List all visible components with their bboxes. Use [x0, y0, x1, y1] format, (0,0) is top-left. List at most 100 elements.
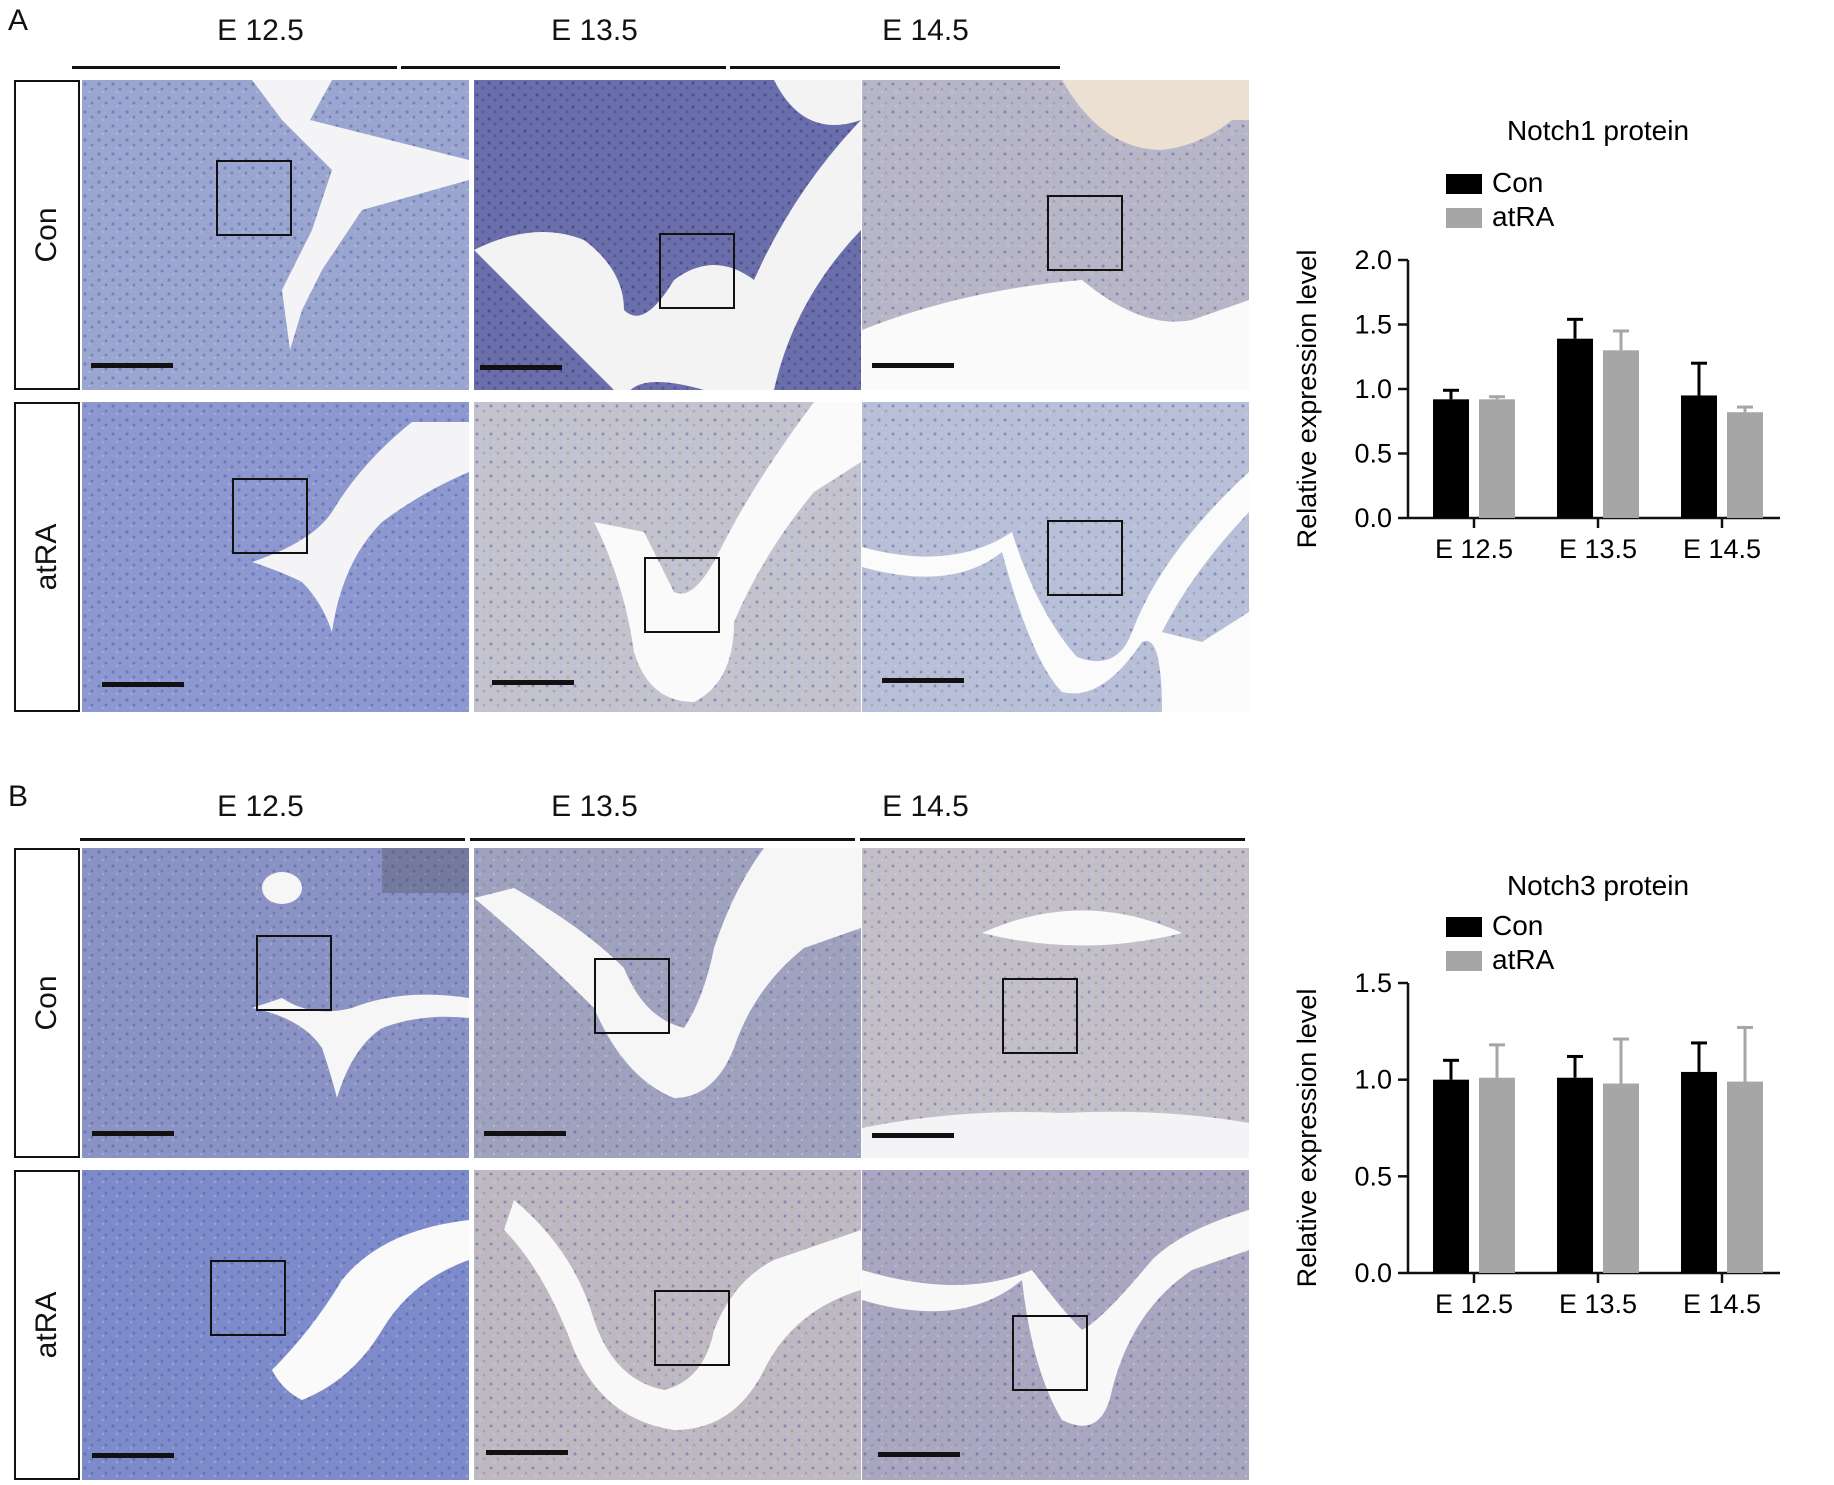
chart-notch1: Notch1 protein Con atRA 0.0 0.5 1.0 1.5 2.0 Rela…: [1270, 115, 1810, 660]
x-tick-label: E 14.5: [1683, 534, 1761, 564]
y-tick-label: 2.0: [1354, 245, 1392, 275]
legend-swatch: [1446, 917, 1482, 937]
legend-label: Con: [1492, 167, 1543, 198]
y-tick-label: 1.0: [1354, 374, 1392, 404]
scale-bar: [492, 680, 574, 685]
panel-letter-a: A: [8, 4, 29, 37]
row-label-box: atRA: [14, 1170, 80, 1480]
region-of-interest-box: [659, 233, 735, 309]
micrograph-b-con-e13-5: [474, 848, 861, 1158]
column-rule: [401, 66, 726, 69]
row-label-con: Con: [30, 207, 63, 263]
column-header-e14-5: E 14.5: [882, 14, 969, 47]
region-of-interest-box: [1047, 195, 1123, 271]
bar: [1603, 350, 1639, 518]
chart-title: Notch1 protein: [1507, 115, 1689, 146]
scale-bar: [486, 1450, 568, 1455]
micrograph-b-atra-e14-5: [862, 1170, 1249, 1480]
region-of-interest-box: [256, 935, 332, 1011]
scale-bar: [872, 363, 954, 368]
column-rule: [80, 838, 465, 841]
bar: [1433, 399, 1469, 518]
legend-label: Con: [1492, 910, 1543, 941]
region-of-interest-box: [1012, 1315, 1088, 1391]
panel-letter-b: B: [8, 780, 29, 813]
scale-bar: [91, 363, 173, 368]
scale-bar: [480, 365, 562, 370]
legend-swatch: [1446, 951, 1482, 971]
scale-bar: [882, 678, 964, 683]
row-label-con: Con: [30, 975, 63, 1031]
column-rule: [860, 838, 1245, 841]
x-tick-label: E 13.5: [1559, 1289, 1637, 1319]
chart-title: Notch3 protein: [1507, 870, 1689, 901]
column-header-e13-5: E 13.5: [551, 790, 638, 823]
micrograph-b-atra-e13-5: [474, 1170, 861, 1480]
bar: [1681, 395, 1717, 518]
micrograph-b-atra-e12-5: [82, 1170, 469, 1480]
legend-label: atRA: [1492, 944, 1555, 975]
row-label-box: atRA: [14, 402, 80, 712]
y-axis-label: Relative expression level: [1292, 989, 1322, 1288]
bar: [1479, 399, 1515, 518]
micrograph-a-atra-e13-5: [474, 402, 861, 712]
x-tick-label: E 12.5: [1435, 534, 1513, 564]
y-tick-label: 0.5: [1354, 1161, 1392, 1191]
scale-bar: [102, 682, 184, 687]
region-of-interest-box: [654, 1290, 730, 1366]
x-tick-label: E 13.5: [1559, 534, 1637, 564]
y-tick-label: 1.0: [1354, 1065, 1392, 1095]
column-header-e12-5: E 12.5: [217, 14, 304, 47]
row-label-atra: atRA: [30, 523, 63, 591]
legend-swatch: [1446, 174, 1482, 194]
micrograph-b-con-e14-5: [862, 848, 1249, 1158]
region-of-interest-box: [232, 478, 308, 554]
column-rule: [470, 838, 855, 841]
scale-bar: [484, 1131, 566, 1136]
micrograph-b-con-e12-5: [82, 848, 469, 1158]
legend-swatch: [1446, 208, 1482, 228]
chart-notch3: Notch3 protein Con atRA 0.0 0.5 1.0 1.5 Relativ…: [1270, 870, 1810, 1415]
column-rule: [72, 66, 397, 69]
scale-bar: [92, 1131, 174, 1136]
bar: [1727, 412, 1763, 518]
scale-bar: [92, 1453, 174, 1458]
column-header-e14-5: E 14.5: [882, 790, 969, 823]
y-tick-label: 0.5: [1354, 439, 1392, 469]
region-of-interest-box: [594, 958, 670, 1034]
micrograph-a-con-e13-5: [474, 80, 861, 390]
legend-label: atRA: [1492, 201, 1555, 232]
micrograph-a-con-e14-5: [862, 80, 1249, 390]
region-of-interest-box: [644, 557, 720, 633]
y-tick-label: 0.0: [1354, 1258, 1392, 1288]
x-tick-label: E 12.5: [1435, 1289, 1513, 1319]
column-header-e13-5: E 13.5: [551, 14, 638, 47]
bar: [1603, 1083, 1639, 1273]
y-tick-label: 1.5: [1354, 968, 1392, 998]
y-axis-label: Relative expression level: [1292, 250, 1322, 549]
column-header-e12-5: E 12.5: [217, 790, 304, 823]
scale-bar: [878, 1452, 960, 1457]
row-label-box: Con: [14, 80, 80, 390]
micrograph-a-atra-e14-5: [862, 402, 1249, 712]
bar: [1433, 1079, 1469, 1273]
region-of-interest-box: [1002, 978, 1078, 1054]
region-of-interest-box: [210, 1260, 286, 1336]
region-of-interest-box: [216, 160, 292, 236]
region-of-interest-box: [1047, 520, 1123, 596]
bar: [1557, 1077, 1593, 1273]
row-label-atra: atRA: [30, 1291, 63, 1359]
y-tick-label: 0.0: [1354, 503, 1392, 533]
bar: [1479, 1077, 1515, 1273]
y-tick-label: 1.5: [1354, 310, 1392, 340]
column-rule: [730, 66, 1060, 69]
bar: [1681, 1071, 1717, 1273]
row-label-box: Con: [14, 848, 80, 1158]
bar: [1727, 1081, 1763, 1273]
x-tick-label: E 14.5: [1683, 1289, 1761, 1319]
bar: [1557, 338, 1593, 518]
micrograph-a-con-e12-5: [82, 80, 469, 390]
micrograph-a-atra-e12-5: [82, 402, 469, 712]
